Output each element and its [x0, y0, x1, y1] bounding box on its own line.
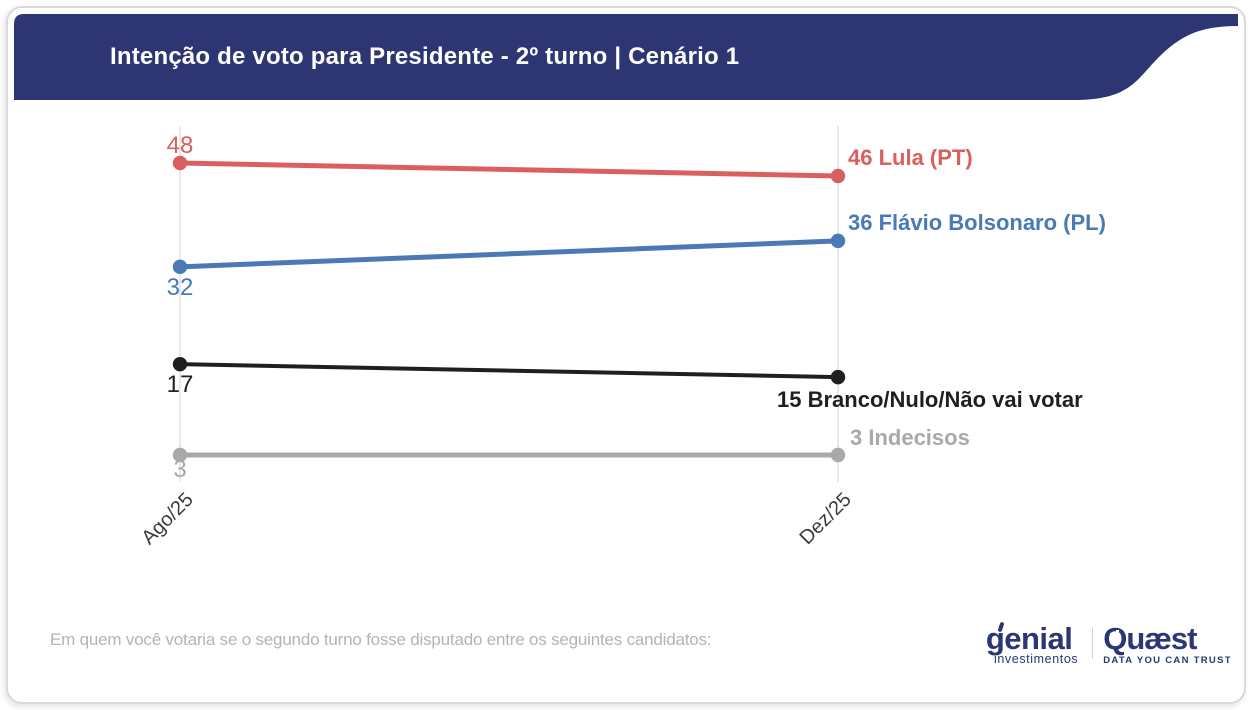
data-point	[830, 447, 846, 463]
data-point	[172, 155, 188, 171]
series-left-value: 17	[166, 371, 194, 399]
quaest-q-pixel-icon	[1116, 630, 1120, 633]
series-right-label: 46 Lula (PT)	[848, 144, 973, 170]
series-line	[178, 362, 840, 380]
header-banner	[14, 14, 1238, 100]
series-right-label: 36 Flávio Bolsonaro (PL)	[848, 209, 1106, 235]
data-point	[830, 168, 846, 184]
logo-divider	[1092, 627, 1094, 659]
quaest-logo: Quæst DATA YOU CAN TRUST	[1103, 621, 1232, 666]
survey-question-text: Em quem você votaria se o segundo turno …	[50, 630, 712, 649]
series-right-label: 3 Indecisos	[850, 425, 970, 450]
quaest-logo-text: Quæst	[1103, 621, 1232, 656]
quaest-wordmark: Quæst	[1103, 621, 1197, 656]
series-left-value: 48	[166, 132, 194, 159]
data-point	[172, 447, 188, 463]
data-point	[830, 369, 846, 385]
series-right-label: 15 Branco/Nulo/Não vai votar	[777, 387, 1083, 413]
series-line	[177, 238, 841, 270]
quaest-logo-subtitle: DATA YOU CAN TRUST	[1103, 655, 1232, 666]
data-point	[172, 259, 188, 275]
genial-logo-text: genial	[985, 621, 1073, 656]
logos-row: genial investimentos Quæst DATA YOU CAN …	[980, 621, 1232, 666]
genial-logo: genial investimentos	[980, 621, 1092, 666]
series-line	[177, 160, 841, 179]
card-border	[6, 6, 1246, 704]
data-point	[172, 356, 188, 372]
series-left-value: 32	[166, 273, 194, 301]
quaest-q-pixel-icon	[1110, 633, 1115, 637]
header-swoosh-shape	[14, 14, 1238, 100]
series-left-value: 3	[173, 456, 187, 483]
data-point	[830, 233, 846, 249]
chart-title: Intenção de voto para Presidente - 2º tu…	[110, 43, 740, 70]
genial-logo-subtitle: investimentos	[994, 652, 1079, 666]
